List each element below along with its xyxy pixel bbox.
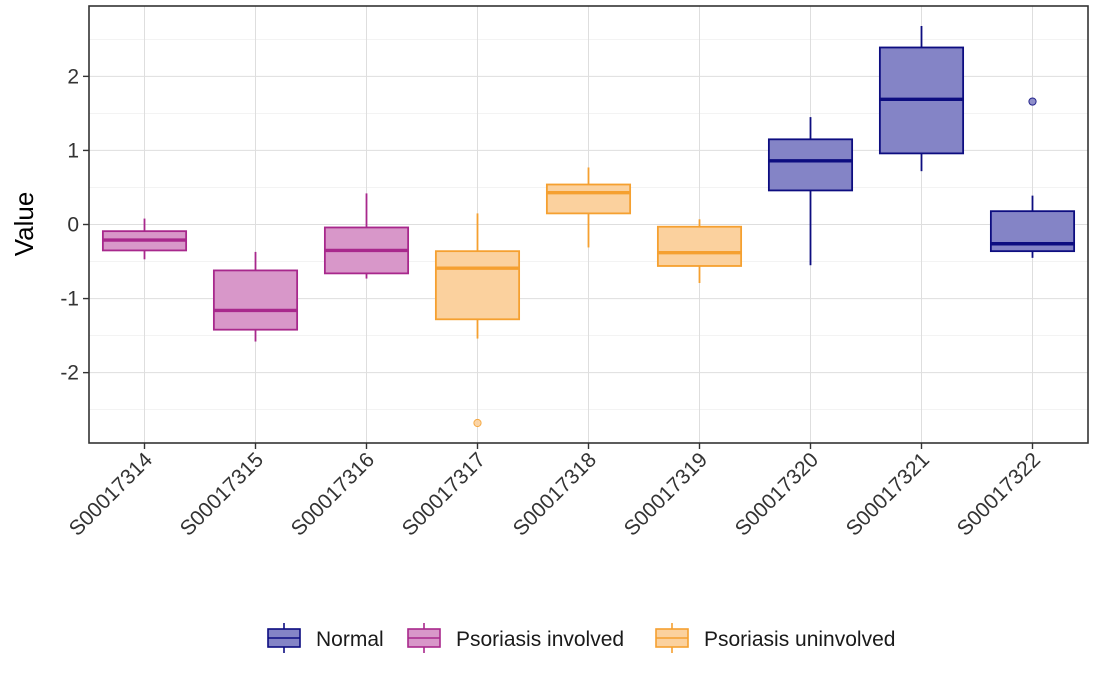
box-iqr: [545, 183, 632, 215]
x-tick-label: S00017320: [731, 448, 823, 540]
boxplot-S00017316: [323, 193, 410, 279]
x-axis: S00017314 S00017315 S00017316 S00017317 S000…: [65, 443, 1045, 541]
box-series: [101, 25, 1076, 428]
boxplot-S00017322: [989, 97, 1076, 258]
box-iqr: [767, 138, 854, 192]
y-tick-label: 2: [67, 65, 79, 88]
boxplot-S00017317: [434, 213, 521, 428]
x-tick-label: S00017322: [953, 448, 1045, 540]
x-tick-label: S00017315: [176, 448, 268, 540]
y-tick-label: 1: [67, 139, 79, 162]
outlier-point: [1028, 97, 1037, 106]
x-tick-label: S00017316: [287, 448, 379, 540]
box-iqr: [212, 269, 299, 331]
x-tick-label: S00017318: [509, 448, 601, 540]
y-tick-label: -2: [60, 362, 79, 385]
box-iqr: [656, 225, 743, 267]
boxplot-S00017318: [545, 167, 632, 248]
legend-label: Psoriasis involved: [456, 628, 624, 651]
legend-item-psoriasis-involved: Psoriasis involved: [407, 623, 624, 653]
x-tick-label: S00017317: [398, 448, 490, 540]
x-tick-label: S00017314: [65, 448, 157, 540]
legend-item-psoriasis-uninvolved: Psoriasis uninvolved: [655, 623, 895, 653]
box-iqr: [434, 250, 521, 321]
legend: Normal Psoriasis involved Psoriasis uninvo…: [267, 623, 895, 653]
outlier-point: [473, 418, 482, 428]
x-tick-label: S00017319: [620, 448, 712, 540]
y-tick-label: 0: [67, 214, 79, 237]
boxplot-S00017315: [212, 251, 299, 342]
boxplot-S00017320: [767, 117, 854, 266]
boxplot-S00017319: [656, 219, 743, 284]
legend-item-normal: Normal: [267, 623, 384, 653]
x-tick-label: S00017321: [842, 448, 934, 540]
legend-label: Psoriasis uninvolved: [704, 628, 895, 651]
y-axis-title: Value: [9, 192, 39, 257]
y-tick-label: -1: [60, 288, 79, 311]
y-axis: -2 -1 0 1 2: [60, 65, 89, 385]
legend-label: Normal: [316, 628, 384, 651]
boxplot-S00017314: [101, 218, 188, 260]
boxplot-S00017321: [878, 25, 965, 172]
